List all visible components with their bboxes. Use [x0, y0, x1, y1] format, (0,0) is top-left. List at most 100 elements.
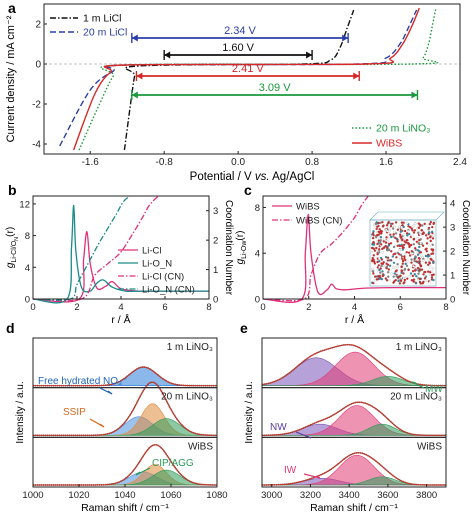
- x-tick-label: 3200: [300, 490, 321, 501]
- x-tick-label: -0.8: [156, 157, 174, 168]
- atom: [378, 277, 381, 280]
- atom: [425, 247, 428, 250]
- y-axis-label-part: g: [5, 262, 16, 268]
- atom: [428, 222, 431, 226]
- series-line: [32, 195, 159, 302]
- atom: [377, 248, 381, 251]
- atom: [432, 278, 435, 282]
- atom: [386, 263, 390, 266]
- atom: [409, 243, 413, 247]
- peak-annotation: MW: [425, 384, 443, 395]
- atom: [370, 246, 374, 250]
- x-tick-label: 1060: [160, 490, 181, 501]
- window-label: 2.41 V: [232, 63, 264, 75]
- atom: [378, 257, 381, 260]
- atom: [390, 250, 393, 253]
- atom: [410, 227, 413, 230]
- atom: [407, 251, 411, 254]
- atom: [430, 230, 434, 233]
- atom: [424, 254, 428, 258]
- y-tick-label: 0: [255, 295, 260, 306]
- y-tick-label: 2: [213, 236, 218, 247]
- atom: [419, 265, 423, 268]
- atom: [428, 280, 432, 284]
- y-tick-label: -4: [32, 140, 41, 151]
- annotation-arrow-head: [99, 423, 105, 428]
- x-tick-label: 0.8: [305, 157, 319, 168]
- raman-subpanel: 20 m LiNO₃: [32, 381, 218, 438]
- atom: [387, 271, 390, 274]
- atom: [412, 237, 416, 241]
- atom: [375, 235, 378, 239]
- atom: [395, 269, 398, 272]
- atom: [412, 265, 415, 268]
- atom: [428, 261, 431, 264]
- atom: [405, 251, 408, 254]
- atom: [392, 261, 396, 264]
- atom: [418, 281, 422, 284]
- atom: [387, 248, 390, 251]
- atom: [395, 271, 399, 275]
- x-tick-label: 3400: [339, 490, 360, 501]
- y-tick-label: 1: [213, 265, 218, 276]
- atom: [389, 224, 393, 228]
- atom: [378, 265, 381, 269]
- atom: [423, 222, 426, 226]
- atom: [392, 245, 396, 249]
- window-label: 3.09 V: [259, 82, 291, 94]
- atom: [421, 224, 424, 227]
- y-tick-label: 1: [450, 271, 455, 282]
- atom: [428, 273, 432, 276]
- annotation-arrow-head: [306, 435, 312, 439]
- atom: [413, 229, 417, 232]
- atom: [412, 278, 416, 281]
- atom: [427, 258, 430, 261]
- x-tick-label: 1080: [206, 490, 227, 501]
- atom: [371, 270, 375, 273]
- atom: [387, 236, 390, 240]
- atom: [388, 278, 391, 282]
- atom: [431, 225, 434, 229]
- x-axis-label-part: Potential / V: [190, 171, 255, 183]
- legend: WiBS WiBS (CN): [272, 202, 342, 227]
- atom: [401, 229, 404, 233]
- legend-entry: WiBS: [376, 138, 402, 150]
- atom: [379, 271, 382, 274]
- atom: [400, 221, 404, 224]
- atom: [418, 277, 422, 281]
- fit-envelope: [262, 401, 446, 436]
- atom: [418, 245, 421, 249]
- y-tick-label: 0: [213, 295, 218, 306]
- peak-annotation: IW: [284, 465, 297, 476]
- atom: [412, 231, 416, 234]
- atom: [403, 268, 406, 271]
- x-axis-label-part: Ag/AgCl: [270, 171, 315, 183]
- atom: [401, 239, 404, 242]
- x-tick-label: 6: [398, 302, 403, 313]
- atom: [387, 275, 390, 278]
- atom: [381, 247, 384, 251]
- arrow-head-right: [411, 91, 418, 99]
- atom: [393, 280, 396, 283]
- x-tick-label: 2.4: [453, 157, 467, 168]
- legend-bottom: 20 m LiNO₃ WiBS: [352, 123, 430, 150]
- atom: [400, 269, 403, 272]
- atom: [417, 272, 420, 275]
- atom: [425, 242, 429, 245]
- legend-entry: Li-O_N (CN): [142, 285, 195, 296]
- atom: [408, 274, 411, 278]
- atom: [402, 243, 406, 246]
- atom: [429, 220, 433, 224]
- atom: [390, 272, 393, 275]
- atom: [384, 245, 387, 248]
- fit-envelope: [262, 452, 446, 486]
- atom: [391, 255, 394, 258]
- atom: [377, 251, 381, 254]
- atom: [372, 243, 375, 246]
- y-tick-label: 0: [450, 295, 455, 306]
- atom: [375, 227, 378, 230]
- y-tick-label: 3: [450, 223, 455, 234]
- atom: [399, 233, 402, 236]
- y-tick-label: -2: [32, 100, 41, 111]
- y-tick-label: 2: [35, 20, 41, 31]
